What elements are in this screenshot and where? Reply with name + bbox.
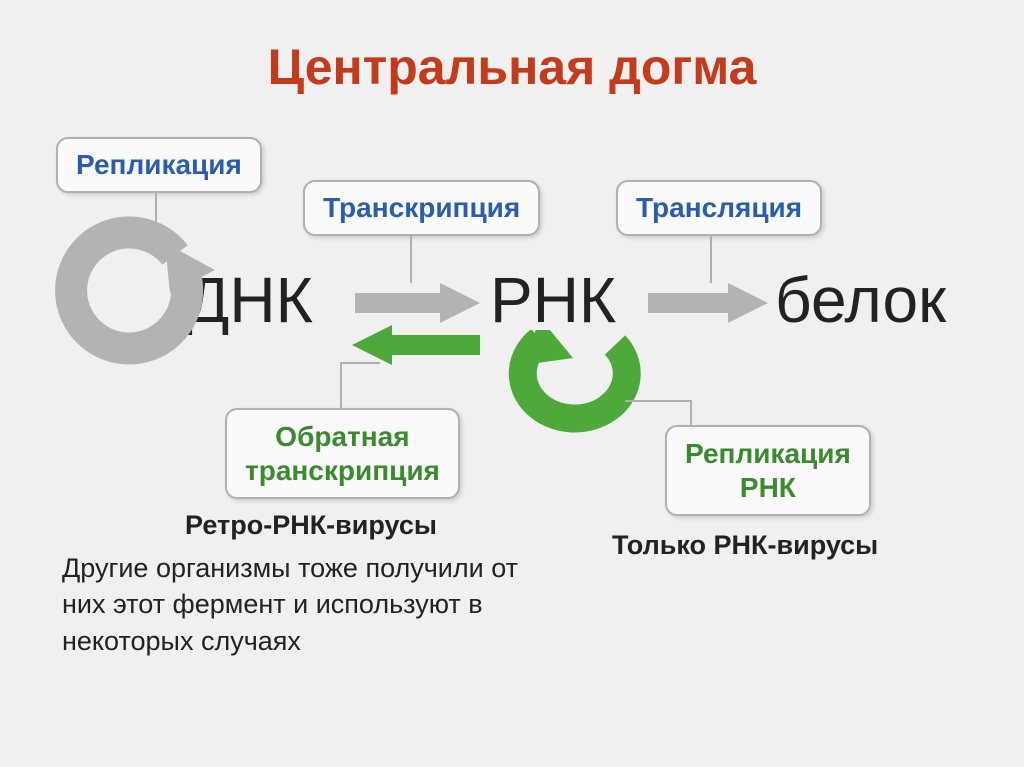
dna-to-rna-arrow-icon	[355, 283, 480, 323]
reverse-trans-l2: транскрипция	[245, 455, 440, 486]
label-translation-text: Трансляция	[636, 192, 802, 223]
footnote-l2: них этот фермент и используют в	[62, 589, 483, 619]
page-title: Центральная догма	[0, 38, 1024, 96]
label-transcription-text: Транскрипция	[323, 192, 520, 223]
label-translation: Трансляция	[616, 180, 822, 236]
reverse-transcription-arrow-icon	[352, 325, 480, 365]
label-rna-replication: Репликация РНК	[665, 425, 871, 516]
connector-rnarepl-h	[625, 400, 692, 402]
rna-to-protein-arrow-icon	[648, 283, 768, 323]
connector-reverse-h	[340, 362, 380, 364]
rna-repl-l1: Репликация	[685, 438, 851, 469]
connector-replication	[155, 192, 157, 227]
connector-transcription-v	[410, 235, 412, 283]
connector-translation-v	[710, 235, 712, 283]
node-protein: белок	[775, 263, 946, 337]
caption-only-rna: Только РНК-вирусы	[612, 530, 878, 561]
node-rna: РНК	[490, 263, 616, 337]
rna-replication-arrow-icon	[485, 330, 645, 450]
connector-rnarepl-v	[690, 400, 692, 426]
reverse-trans-l1: Обратная	[275, 421, 409, 452]
connector-reverse-v	[340, 362, 342, 408]
footnote-l3: некоторых случаях	[62, 626, 301, 656]
rna-repl-l2: РНК	[740, 472, 796, 503]
label-reverse-transcription: Обратная транскрипция	[225, 408, 460, 499]
replication-arrow-icon	[55, 215, 225, 385]
label-transcription: Транскрипция	[303, 180, 540, 236]
label-replication-text: Репликация	[76, 149, 242, 180]
caption-footnote: Другие организмы тоже получили от них эт…	[62, 550, 518, 659]
footnote-l1: Другие организмы тоже получили от	[62, 553, 518, 583]
label-replication: Репликация	[56, 137, 262, 193]
caption-retro: Ретро-РНК-вирусы	[185, 510, 437, 541]
